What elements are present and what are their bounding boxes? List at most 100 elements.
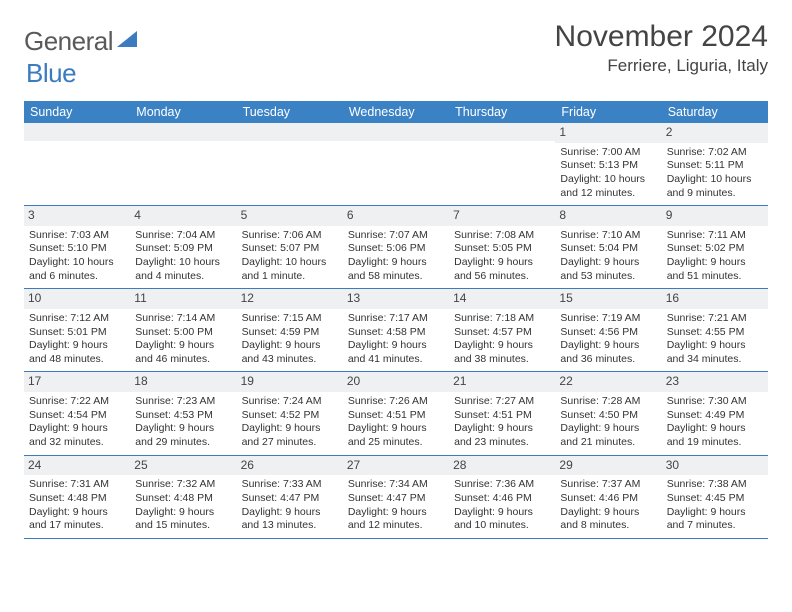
- sunrise-text: Sunrise: 7:19 AM: [560, 312, 656, 326]
- sunrise-text: Sunrise: 7:15 AM: [242, 312, 338, 326]
- day-cell: 17Sunrise: 7:22 AMSunset: 4:54 PMDayligh…: [24, 372, 130, 454]
- sunrise-text: Sunrise: 7:03 AM: [29, 229, 125, 243]
- sunrise-text: Sunrise: 7:02 AM: [667, 146, 763, 160]
- sunrise-text: Sunrise: 7:33 AM: [242, 478, 338, 492]
- day-number: 6: [343, 206, 449, 226]
- daylight-text: Daylight: 9 hours and 13 minutes.: [242, 506, 338, 533]
- sunset-text: Sunset: 4:55 PM: [667, 326, 763, 340]
- daylight-text: Daylight: 9 hours and 46 minutes.: [135, 339, 231, 366]
- sunset-text: Sunset: 5:13 PM: [560, 159, 656, 173]
- day-cell: [237, 123, 343, 205]
- sunset-text: Sunset: 4:50 PM: [560, 409, 656, 423]
- day-cell: 4Sunrise: 7:04 AMSunset: 5:09 PMDaylight…: [130, 206, 236, 288]
- daylight-text: Daylight: 9 hours and 36 minutes.: [560, 339, 656, 366]
- sunset-text: Sunset: 5:01 PM: [29, 326, 125, 340]
- day-number: 18: [130, 372, 236, 392]
- day-number: 27: [343, 456, 449, 476]
- daylight-text: Daylight: 10 hours and 12 minutes.: [560, 173, 656, 200]
- day-number: 29: [555, 456, 661, 476]
- day-cell: 28Sunrise: 7:36 AMSunset: 4:46 PMDayligh…: [449, 456, 555, 538]
- sunrise-text: Sunrise: 7:38 AM: [667, 478, 763, 492]
- day-cell: 29Sunrise: 7:37 AMSunset: 4:46 PMDayligh…: [555, 456, 661, 538]
- brand-text-b: Blue: [26, 58, 76, 88]
- day-number: 11: [130, 289, 236, 309]
- day-cell: 8Sunrise: 7:10 AMSunset: 5:04 PMDaylight…: [555, 206, 661, 288]
- day-number: 25: [130, 456, 236, 476]
- sunrise-text: Sunrise: 7:18 AM: [454, 312, 550, 326]
- daylight-text: Daylight: 10 hours and 6 minutes.: [29, 256, 125, 283]
- day-number: 3: [24, 206, 130, 226]
- sunset-text: Sunset: 5:02 PM: [667, 242, 763, 256]
- week-row: 17Sunrise: 7:22 AMSunset: 4:54 PMDayligh…: [24, 372, 768, 455]
- sunset-text: Sunset: 5:10 PM: [29, 242, 125, 256]
- sunrise-text: Sunrise: 7:11 AM: [667, 229, 763, 243]
- daylight-text: Daylight: 9 hours and 19 minutes.: [667, 422, 763, 449]
- daylight-text: Daylight: 9 hours and 8 minutes.: [560, 506, 656, 533]
- day-number: 17: [24, 372, 130, 392]
- sunrise-text: Sunrise: 7:32 AM: [135, 478, 231, 492]
- week-row: 1Sunrise: 7:00 AMSunset: 5:13 PMDaylight…: [24, 123, 768, 206]
- daylight-text: Daylight: 9 hours and 38 minutes.: [454, 339, 550, 366]
- location-text: Ferriere, Liguria, Italy: [555, 56, 768, 76]
- day-cell: 26Sunrise: 7:33 AMSunset: 4:47 PMDayligh…: [237, 456, 343, 538]
- daylight-text: Daylight: 9 hours and 27 minutes.: [242, 422, 338, 449]
- day-cell: 16Sunrise: 7:21 AMSunset: 4:55 PMDayligh…: [662, 289, 768, 371]
- sunset-text: Sunset: 4:57 PM: [454, 326, 550, 340]
- daylight-text: Daylight: 9 hours and 48 minutes.: [29, 339, 125, 366]
- sunset-text: Sunset: 4:48 PM: [135, 492, 231, 506]
- sunrise-text: Sunrise: 7:37 AM: [560, 478, 656, 492]
- day-number: 23: [662, 372, 768, 392]
- day-cell: 7Sunrise: 7:08 AMSunset: 5:05 PMDaylight…: [449, 206, 555, 288]
- daylight-text: Daylight: 9 hours and 51 minutes.: [667, 256, 763, 283]
- day-cell: 18Sunrise: 7:23 AMSunset: 4:53 PMDayligh…: [130, 372, 236, 454]
- sunrise-text: Sunrise: 7:28 AM: [560, 395, 656, 409]
- day-number: [24, 123, 130, 141]
- day-cell: 11Sunrise: 7:14 AMSunset: 5:00 PMDayligh…: [130, 289, 236, 371]
- sunrise-text: Sunrise: 7:27 AM: [454, 395, 550, 409]
- day-number: 21: [449, 372, 555, 392]
- daylight-text: Daylight: 9 hours and 53 minutes.: [560, 256, 656, 283]
- weeks-container: 1Sunrise: 7:00 AMSunset: 5:13 PMDaylight…: [24, 123, 768, 539]
- day-cell: 3 Sunrise: 7:03 AMSunset: 5:10 PMDaylight…: [24, 206, 130, 288]
- sail-icon: [117, 29, 139, 54]
- sunset-text: Sunset: 5:06 PM: [348, 242, 444, 256]
- calendar: Sunday Monday Tuesday Wednesday Thursday…: [24, 101, 768, 539]
- sunrise-text: Sunrise: 7:34 AM: [348, 478, 444, 492]
- weekday-mon: Monday: [130, 101, 236, 123]
- sunrise-text: Sunrise: 7:04 AM: [135, 229, 231, 243]
- sunset-text: Sunset: 4:51 PM: [348, 409, 444, 423]
- sunrise-text: Sunrise: 7:00 AM: [560, 146, 656, 160]
- daylight-text: Daylight: 10 hours and 9 minutes.: [667, 173, 763, 200]
- day-cell: 24Sunrise: 7:31 AMSunset: 4:48 PMDayligh…: [24, 456, 130, 538]
- sunrise-text: Sunrise: 7:07 AM: [348, 229, 444, 243]
- sunrise-text: Sunrise: 7:30 AM: [667, 395, 763, 409]
- day-number: 1: [555, 123, 661, 143]
- daylight-text: Daylight: 9 hours and 32 minutes.: [29, 422, 125, 449]
- day-cell: 19Sunrise: 7:24 AMSunset: 4:52 PMDayligh…: [237, 372, 343, 454]
- daylight-text: Daylight: 9 hours and 7 minutes.: [667, 506, 763, 533]
- day-number: 12: [237, 289, 343, 309]
- weekday-wed: Wednesday: [343, 101, 449, 123]
- sunset-text: Sunset: 4:45 PM: [667, 492, 763, 506]
- sunset-text: Sunset: 4:51 PM: [454, 409, 550, 423]
- day-number: 13: [343, 289, 449, 309]
- day-number: 8: [555, 206, 661, 226]
- sunset-text: Sunset: 4:47 PM: [242, 492, 338, 506]
- sunset-text: Sunset: 4:58 PM: [348, 326, 444, 340]
- daylight-text: Daylight: 9 hours and 43 minutes.: [242, 339, 338, 366]
- week-row: 10Sunrise: 7:12 AMSunset: 5:01 PMDayligh…: [24, 289, 768, 372]
- sunset-text: Sunset: 5:09 PM: [135, 242, 231, 256]
- sunset-text: Sunset: 4:48 PM: [29, 492, 125, 506]
- sunset-text: Sunset: 5:05 PM: [454, 242, 550, 256]
- day-number: 7: [449, 206, 555, 226]
- sunset-text: Sunset: 5:07 PM: [242, 242, 338, 256]
- daylight-text: Daylight: 9 hours and 41 minutes.: [348, 339, 444, 366]
- day-cell: 6Sunrise: 7:07 AMSunset: 5:06 PMDaylight…: [343, 206, 449, 288]
- week-row: 24Sunrise: 7:31 AMSunset: 4:48 PMDayligh…: [24, 456, 768, 539]
- sunset-text: Sunset: 4:49 PM: [667, 409, 763, 423]
- daylight-text: Daylight: 9 hours and 25 minutes.: [348, 422, 444, 449]
- day-number: 5: [237, 206, 343, 226]
- sunrise-text: Sunrise: 7:23 AM: [135, 395, 231, 409]
- day-cell: [449, 123, 555, 205]
- day-number: 4: [130, 206, 236, 226]
